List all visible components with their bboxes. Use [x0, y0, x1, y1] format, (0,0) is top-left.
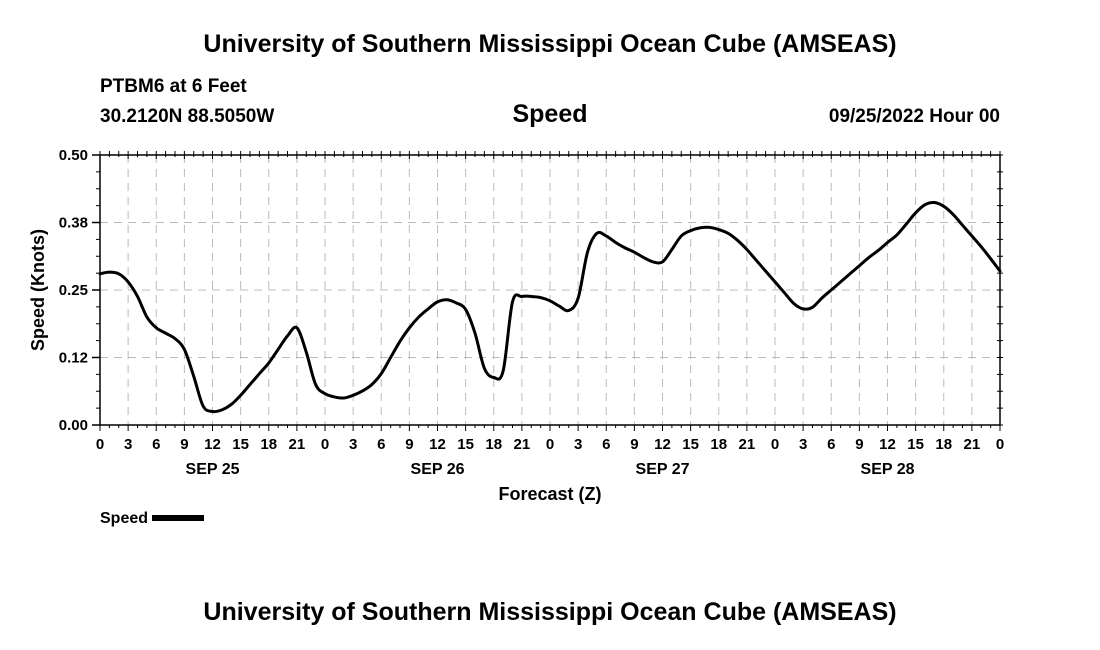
y-tick-label: 0.00 — [59, 417, 88, 434]
x-tick-label: 15 — [907, 436, 924, 453]
x-tick-label: 21 — [739, 436, 756, 453]
x-tick-label: 12 — [204, 436, 221, 453]
x-tick-label: 0 — [771, 436, 779, 453]
x-axis-label: Forecast (Z) — [498, 484, 601, 504]
series-line-speed — [98, 200, 1002, 414]
x-tick-label: 18 — [260, 436, 277, 453]
y-tick-label: 0.25 — [59, 282, 88, 299]
x-tick-label: 21 — [514, 436, 531, 453]
x-tick-label: 21 — [964, 436, 981, 453]
x-tick-label: 3 — [124, 436, 132, 453]
legend-line-swatch — [152, 514, 205, 521]
x-tick-label: 9 — [405, 436, 413, 453]
x-tick-label: 9 — [855, 436, 863, 453]
legend: Speed — [100, 510, 205, 528]
station-label: PTBM6 at 6 Feet — [100, 76, 247, 97]
x-tick-label: 3 — [574, 436, 582, 453]
x-tick-label: 0 — [321, 436, 329, 453]
x-tick-label: 0 — [996, 436, 1004, 453]
x-tick-label: 15 — [682, 436, 699, 453]
x-tick-label: 12 — [429, 436, 446, 453]
x-tick-label: 6 — [152, 436, 160, 453]
x-tick-label: 6 — [602, 436, 610, 453]
x-tick-label: 15 — [232, 436, 249, 453]
x-tick-label: 9 — [630, 436, 638, 453]
y-tick-label: 0.50 — [59, 147, 88, 164]
date-label: SEP 27 — [636, 461, 690, 478]
date-label: SEP 26 — [411, 461, 465, 478]
variable-title: Speed — [512, 100, 588, 128]
chart-title-top: University of Southern Mississippi Ocean… — [203, 30, 897, 58]
date-label: SEP 25 — [186, 461, 240, 478]
chart-title-bottom: University of Southern Mississippi Ocean… — [203, 598, 897, 626]
x-tick-label: 12 — [654, 436, 671, 453]
latlon-label: 30.2120N 88.5050W — [100, 106, 275, 127]
x-tick-label: 3 — [349, 436, 357, 453]
x-tick-label: 6 — [827, 436, 835, 453]
x-tick-label: 6 — [377, 436, 385, 453]
x-tick-label: 9 — [180, 436, 188, 453]
x-tick-label: 15 — [457, 436, 474, 453]
y-tick-label: 0.12 — [59, 350, 88, 367]
x-tick-label: 18 — [935, 436, 952, 453]
x-tick-label: 18 — [485, 436, 502, 453]
legend-label: Speed — [100, 510, 149, 527]
x-tick-label: 12 — [879, 436, 896, 453]
x-tick-label: 0 — [546, 436, 554, 453]
y-axis-label: Speed (Knots) — [28, 229, 48, 351]
x-tick-label: 3 — [799, 436, 807, 453]
date-label: SEP 28 — [861, 461, 915, 478]
x-tick-label: 21 — [289, 436, 306, 453]
y-tick-label: 0.38 — [59, 215, 88, 232]
forecast-datetime: 09/25/2022 Hour 00 — [828, 106, 1000, 127]
x-tick-label: 18 — [710, 436, 727, 453]
x-tick-label: 0 — [96, 436, 104, 453]
